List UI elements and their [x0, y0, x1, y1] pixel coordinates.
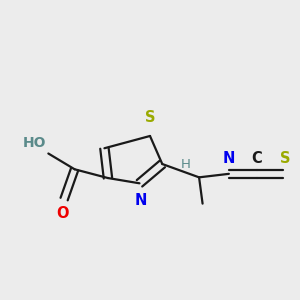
Text: H: H — [180, 158, 190, 171]
Text: S: S — [145, 110, 155, 125]
Text: HO: HO — [23, 136, 46, 150]
Text: O: O — [56, 206, 69, 221]
Text: N: N — [223, 151, 235, 166]
Text: S: S — [280, 151, 290, 166]
Text: N: N — [135, 193, 147, 208]
Text: C: C — [251, 151, 262, 166]
